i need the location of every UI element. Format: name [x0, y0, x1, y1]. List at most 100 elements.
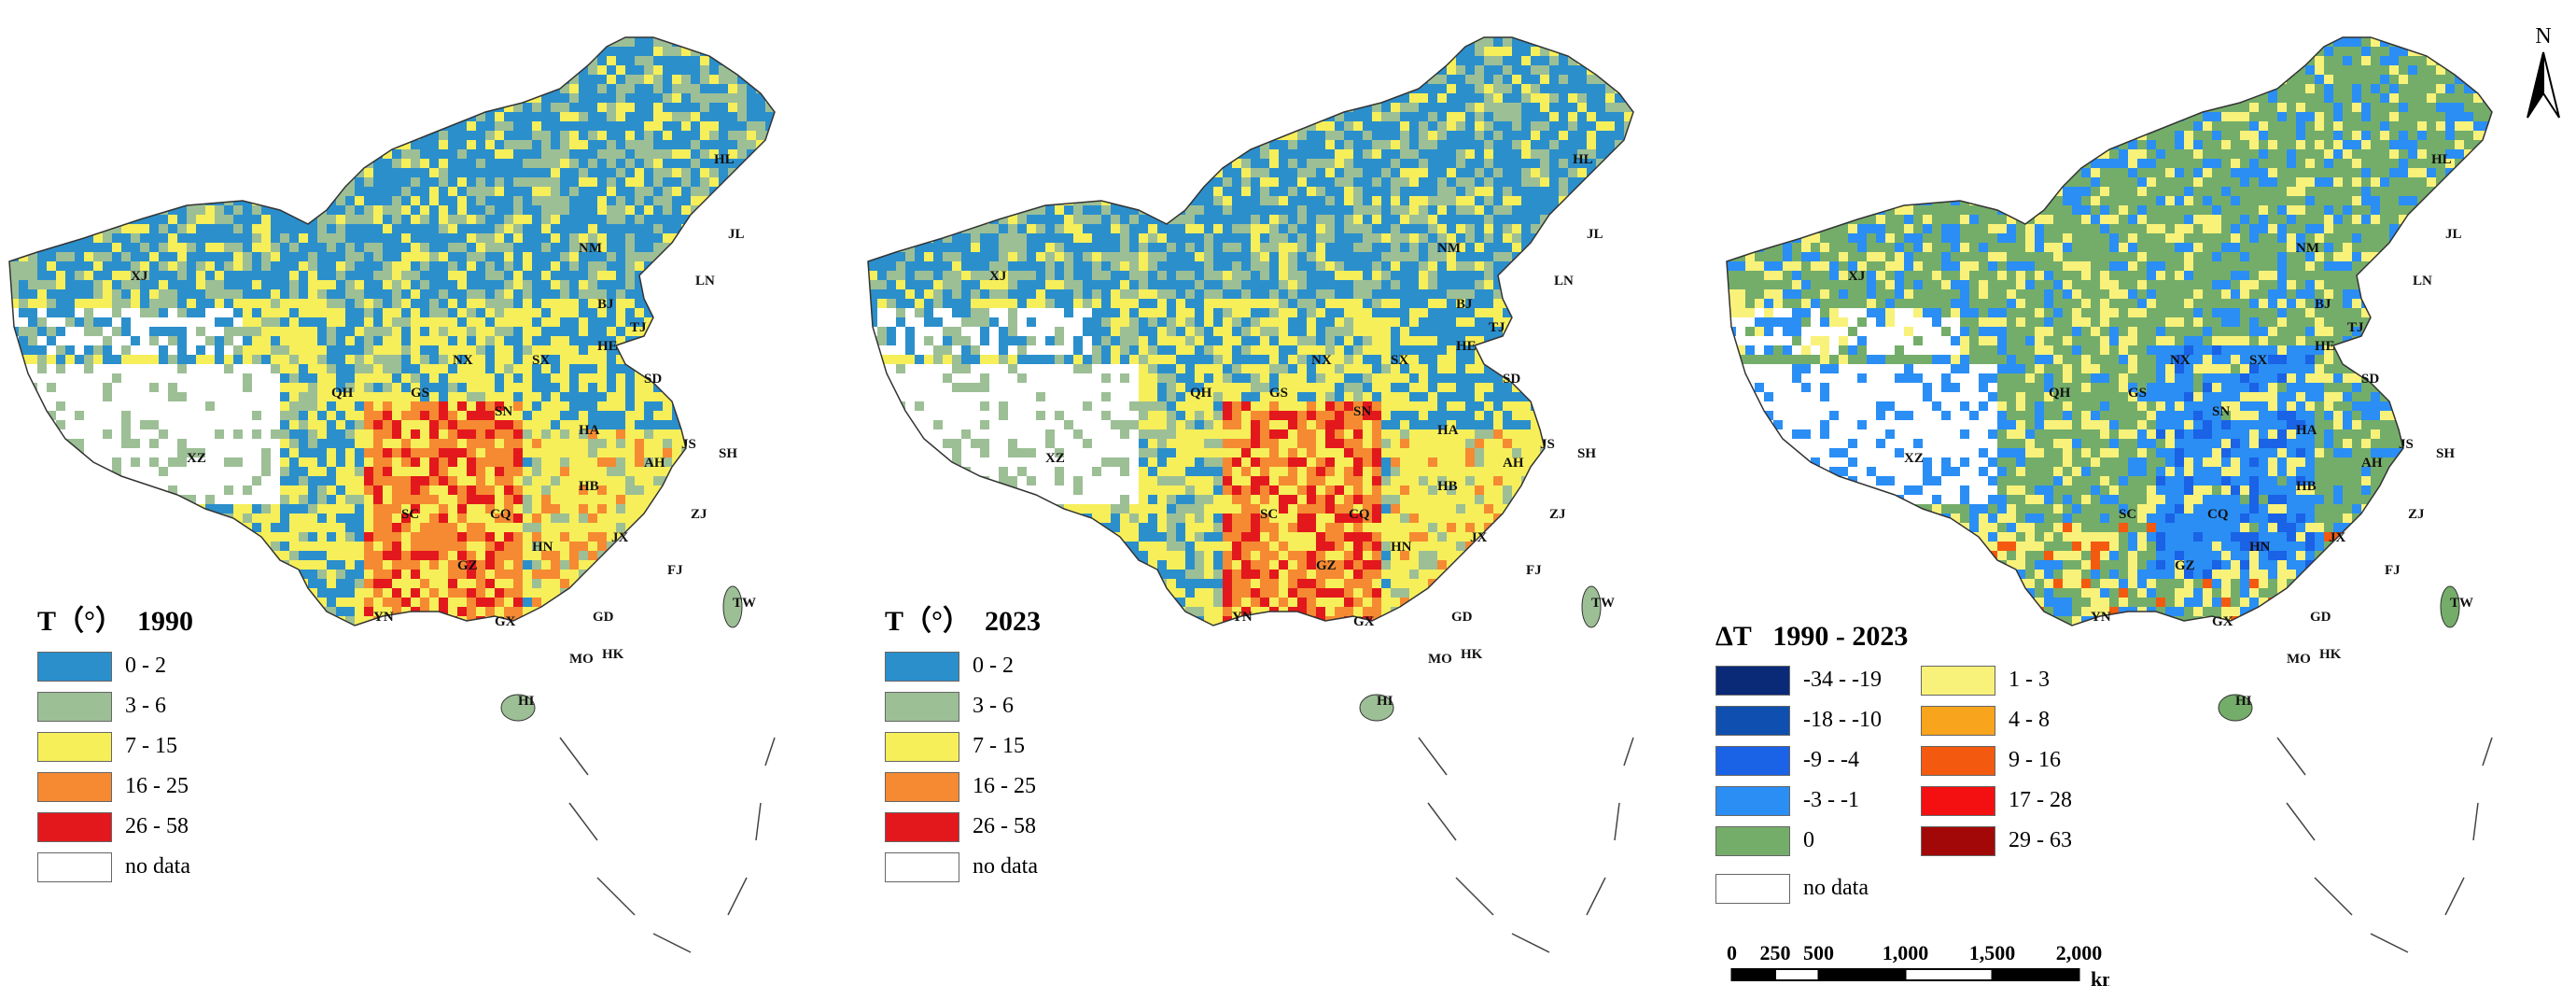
legend-item: 4 - 8 [1921, 700, 2117, 740]
province-label-jl: JL [728, 227, 745, 242]
province-label-hb: HB [1437, 479, 1458, 494]
province-label-fj: FJ [667, 563, 683, 578]
province-label-he: HE [597, 339, 618, 354]
legend-item: no data [37, 847, 193, 887]
legend-item: 7 - 15 [885, 726, 1041, 767]
province-label-ah: AH [644, 456, 665, 471]
legend-swatch [1921, 665, 1995, 696]
legend-label: 1 - 3 [2009, 668, 2050, 692]
legend-swatch [885, 691, 959, 722]
province-label-sh: SH [2436, 446, 2455, 461]
legend-item: 3 - 6 [885, 686, 1041, 726]
province-label-hi: HI [518, 694, 535, 709]
legend-swatch [1921, 825, 1995, 856]
province-label-hb: HB [2296, 479, 2317, 494]
province-label-ah: AH [1503, 456, 1524, 471]
province-label-sh: SH [1577, 446, 1596, 461]
legend-item: -18 - -10 [1715, 700, 1911, 740]
province-label-gs: GS [2128, 386, 2147, 401]
province-label-tw: TW [733, 596, 756, 611]
scale-tick-label: 500 [1803, 941, 1834, 964]
legend-swatch [1715, 873, 1790, 904]
legend-swatch [1715, 745, 1790, 776]
legend-item: 26 - 58 [37, 807, 193, 847]
province-label-tj: TJ [2347, 320, 2364, 335]
legend-label: 3 - 6 [973, 694, 1014, 718]
legend-swatch [37, 651, 112, 682]
legend-label: 9 - 16 [2009, 748, 2061, 772]
map-panel-1990: HL JL LN NM XJ BJ TJ HE SX SD NX GS QH XZ SN HA JS SH AH HB… [0, 0, 859, 999]
province-label-qh: QH [1190, 386, 1212, 401]
province-label-sd: SD [1503, 372, 1520, 387]
legend-item: -34 - -19 [1715, 660, 1911, 700]
province-label-sd: SD [644, 372, 662, 387]
legend-title: T（°） 2023 [885, 606, 1042, 637]
province-label-qh: QH [331, 386, 354, 401]
scale-unit-label: km [2091, 967, 2109, 990]
legend-item: 16 - 25 [885, 767, 1041, 807]
legend-item: 1 - 3 [1921, 660, 2117, 700]
raster-cells [868, 37, 1633, 626]
province-label-sx: SX [2249, 353, 2267, 368]
scale-tick-label: 1,500 [1969, 941, 2016, 964]
province-label-gd: GD [1451, 610, 1473, 625]
province-label-hl: HL [2431, 152, 2452, 167]
province-label-xz: XZ [1904, 451, 1924, 466]
province-label-jx: JX [611, 530, 629, 545]
china-map-difference: HL JL LN NM XJ BJ TJ HE SX SD NX GS QH XZ SN HA JS SH AH HB… [1726, 36, 2493, 953]
province-label-gd: GD [593, 610, 614, 625]
province-label-sx: SX [1391, 353, 1408, 368]
legend-swatch [1921, 745, 1995, 776]
province-label-nx: NX [453, 353, 473, 368]
map-panel-2023: HL JL LN NM XJ BJ TJ HE SX SD NX GS QH XZ SN HA JS SH AH HB… [859, 0, 1717, 999]
province-label-nm: NM [1437, 241, 1461, 256]
province-label-js: JS [681, 437, 696, 452]
scale-tick-label: 0 [1727, 941, 1737, 964]
legend-2023: T（°） 2023 0 - 2 3 - 6 7 - 15 16 - 25 26 - 58… [885, 598, 1041, 887]
province-label-hn: HN [2249, 540, 2271, 555]
province-label-jx: JX [1470, 530, 1488, 545]
legend-swatch [1715, 665, 1790, 696]
province-label-gx: GX [1353, 614, 1375, 629]
province-label-hl: HL [714, 152, 735, 167]
province-label-xj: XJ [1848, 269, 1866, 284]
province-label-nm: NM [579, 241, 602, 256]
province-label-yn: YN [2091, 610, 2111, 625]
province-label-hn: HN [1391, 540, 1412, 555]
province-label-hi: HI [2235, 694, 2252, 709]
province-label-gx: GX [495, 614, 516, 629]
province-label-yn: YN [373, 610, 394, 625]
province-label-ln: LN [2413, 274, 2432, 288]
legend-swatch [1921, 785, 1995, 816]
province-label-js: JS [2399, 437, 2414, 452]
province-label-hl: HL [1573, 152, 1593, 167]
province-label-ha: HA [2296, 423, 2317, 438]
legend-swatch [1715, 785, 1790, 816]
province-label-bj: BJ [597, 297, 614, 312]
province-label-he: HE [1456, 339, 1477, 354]
legend-label: 0 - 2 [973, 654, 1014, 678]
legend-item: 7 - 15 [37, 726, 193, 767]
province-label-mo: MO [569, 652, 594, 667]
legend-title: ΔT 1990 - 2023 [1715, 621, 1909, 652]
province-label-sc: SC [401, 507, 419, 522]
province-label-sn: SN [495, 404, 512, 419]
province-label-hk: HK [2319, 647, 2342, 662]
legend-item: 9 - 16 [1921, 740, 2117, 781]
province-label-xj: XJ [131, 269, 148, 284]
province-label-he: HE [2315, 339, 2335, 354]
scale-tick-label: 2,000 [2056, 941, 2103, 964]
province-label-sd: SD [2361, 372, 2379, 387]
province-label-mo: MO [2287, 652, 2311, 667]
province-label-hn: HN [532, 540, 553, 555]
china-map-1990: HL JL LN NM XJ BJ TJ HE SX SD NX GS QH XZ SN HA JS SH AH HB… [8, 36, 776, 953]
raster-cells [1727, 37, 2492, 626]
legend-swatch [37, 771, 112, 802]
scale-tick-label: 250 [1760, 941, 1791, 964]
legend-swatch [1715, 705, 1790, 736]
province-label-zj: ZJ [2408, 507, 2425, 522]
province-label-gz: GZ [2175, 558, 2195, 573]
province-label-hk: HK [1461, 647, 1483, 662]
country-border [867, 36, 1634, 626]
province-label-sh: SH [719, 446, 737, 461]
